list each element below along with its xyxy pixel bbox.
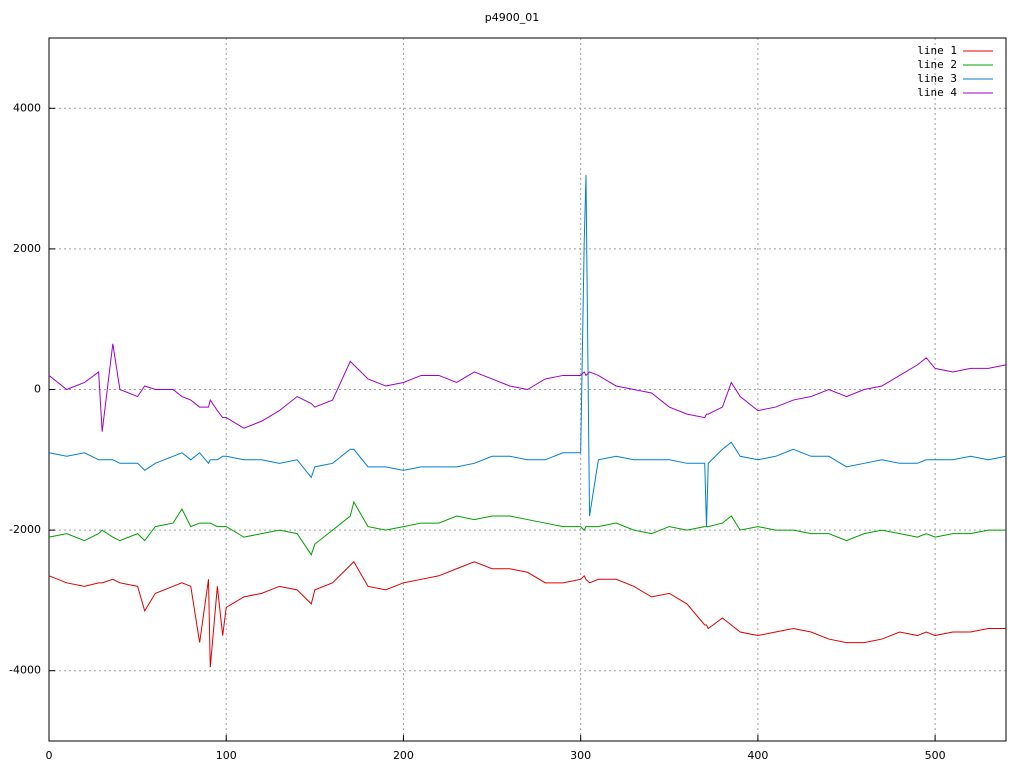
legend-label: line 1 <box>917 44 957 57</box>
chart-title: p4900_01 <box>485 11 539 24</box>
y-tick-label: 2000 <box>13 242 41 255</box>
series-line <box>48 560 1006 668</box>
y-tick-label: -2000 <box>9 523 41 536</box>
series-line <box>48 175 1007 527</box>
y-tick-label: 0 <box>34 383 41 396</box>
plot-frame <box>48 37 1007 742</box>
legend-label: line 2 <box>917 58 957 71</box>
x-tick-label: 0 <box>46 749 53 762</box>
series-line <box>48 343 1007 432</box>
y-tick-label: 4000 <box>13 101 41 114</box>
legend-label: line 4 <box>917 86 957 99</box>
x-tick-label: 200 <box>393 749 414 762</box>
x-tick-label: 100 <box>216 749 237 762</box>
x-tick-label: 300 <box>570 749 591 762</box>
legend-label: line 3 <box>917 72 957 85</box>
x-tick-label: 500 <box>925 749 946 762</box>
y-tick-label: -4000 <box>9 664 41 677</box>
x-tick-label: 400 <box>747 749 768 762</box>
series-line <box>48 500 1006 556</box>
